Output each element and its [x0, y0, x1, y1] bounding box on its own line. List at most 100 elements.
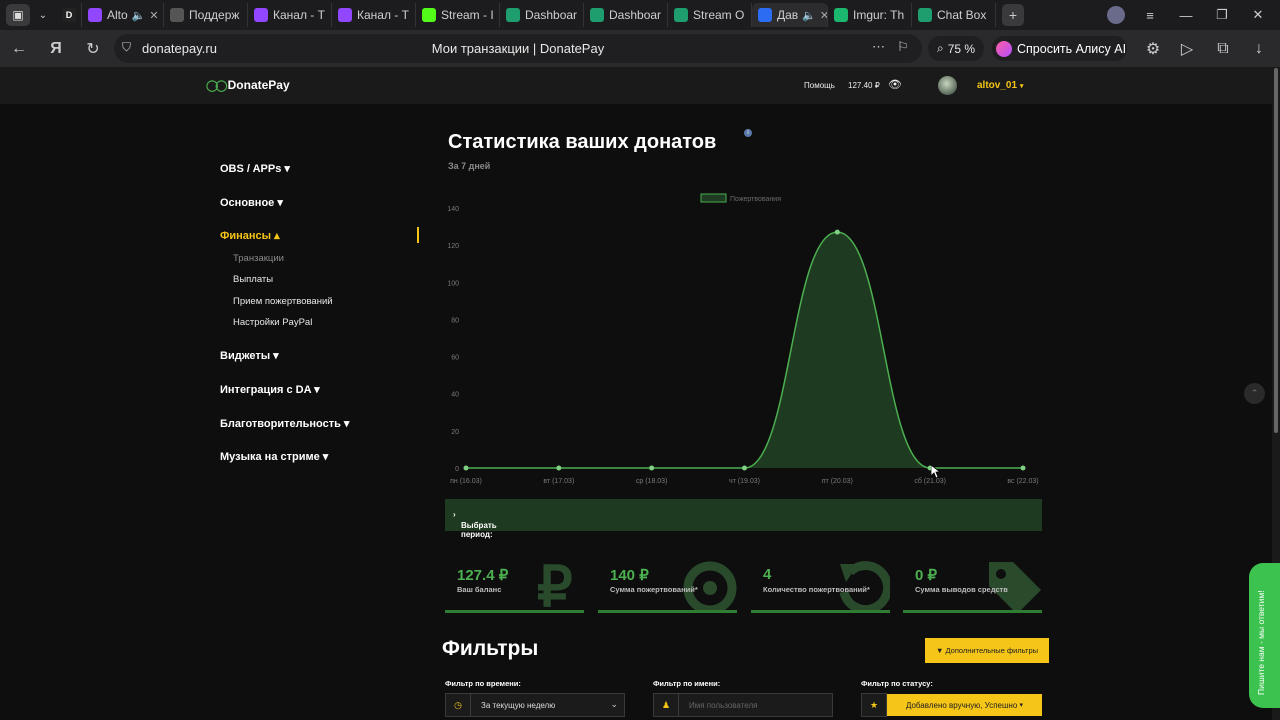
zoom-button[interactable]: ⌕ 75 %: [928, 36, 984, 61]
tab-label: Alto: [107, 8, 128, 22]
restore-icon[interactable]: ❐: [1216, 7, 1228, 22]
zoom-value: 75 %: [947, 41, 976, 56]
scroll-top-button[interactable]: ⌃: [1244, 383, 1265, 404]
yandex-icon[interactable]: Я: [50, 39, 62, 57]
sidebar-subitem-paypal[interactable]: Настройки PayPal: [233, 317, 313, 328]
data-point: [463, 465, 469, 471]
status-filter-select[interactable]: Добавлено вручную, Успешно ▾: [887, 694, 1042, 716]
tab-label: Поддерж: [189, 8, 240, 22]
twitch-icon: [338, 8, 352, 22]
tab-list-chevron-icon[interactable]: ⌄: [38, 9, 48, 21]
y-tick-label: 80: [451, 317, 459, 324]
zoom-search-icon: ⌕: [936, 41, 944, 55]
alice-button[interactable]: Спросить Алису AI: [992, 36, 1127, 61]
data-point: [1020, 465, 1026, 471]
sidebar-item-music[interactable]: Музыка на стриме ▾: [220, 451, 329, 463]
back-icon[interactable]: ←: [11, 39, 27, 57]
tab-title-text: Мои транзакции | DonatePay: [431, 41, 605, 56]
scrollbar-thumb[interactable]: [1274, 68, 1278, 433]
sidebar-subitem-payouts[interactable]: Выплаты: [233, 274, 274, 285]
username-dropdown[interactable]: altov_01 ▾: [977, 80, 1023, 91]
browser-tab[interactable]: Stream - I: [416, 3, 500, 27]
tab-close-icon[interactable]: ✕: [820, 9, 827, 22]
downloads-icon[interactable]: ↓: [1255, 40, 1263, 57]
balance-value: 127.4 ₽: [457, 567, 509, 584]
close-window-icon[interactable]: ✕: [1252, 7, 1264, 22]
kick-icon: [422, 8, 436, 22]
name-filter-input[interactable]: ♟ Имя пользователя: [653, 693, 833, 717]
y-tick-label: 60: [451, 355, 459, 362]
donatepay-icon: [758, 8, 772, 22]
reload-icon[interactable]: ↻: [86, 40, 100, 58]
period-selector[interactable]: › Выбрать период:: [445, 499, 1042, 539]
extensions-icon[interactable]: ⚙: [1145, 41, 1161, 58]
x-tick-label: вт (17.03): [543, 478, 574, 485]
donations-chart: 0 20 40 60 80 100 120 140 пн (16.03) вт (17.03) ср…: [447, 193, 1039, 485]
x-tick-label: пт (20.03): [822, 478, 853, 485]
browser-tab[interactable]: Dashboar: [500, 3, 584, 27]
browser-tab[interactable]: D: [56, 3, 82, 27]
sidebar-item-da-integration[interactable]: Интеграция с DA ▾: [220, 384, 320, 396]
eye-icon[interactable]: 👁: [888, 79, 902, 91]
chat-widget[interactable]: Пишите нам - мы ответим!: [1249, 563, 1280, 708]
series-area: [466, 232, 1023, 468]
browser-tab[interactable]: Chat Box: [912, 3, 996, 27]
time-filter-select[interactable]: ◷ За текущую неделю ⌄: [445, 693, 625, 717]
more-filters-button[interactable]: ▼ Дополнительные фильтры: [925, 638, 1049, 663]
tab-favicon-icon: D: [62, 8, 76, 22]
sidebar-toggle-icon[interactable]: ▣: [6, 4, 30, 26]
alice-label: Спросить Алису AI: [1017, 41, 1127, 56]
name-filter-label: Фильтр по имени:: [653, 679, 721, 688]
media-icon[interactable]: ▷: [1180, 41, 1194, 58]
sidebar-subitem-donations[interactable]: Прием пожертвований: [233, 296, 333, 307]
sidebar-item-charity[interactable]: Благотворительность ▾: [220, 418, 350, 430]
sidebar-item-widgets[interactable]: Виджеты ▾: [220, 350, 279, 362]
sidebar-item-main[interactable]: Основное ▾: [220, 197, 283, 209]
data-point: [834, 229, 840, 235]
bookmark-icon[interactable]: ⚐: [897, 39, 909, 54]
y-tick-label: 100: [447, 280, 459, 287]
x-tick-label: ср (18.03): [636, 478, 668, 485]
browser-tab[interactable]: Канал - Т: [248, 3, 332, 27]
username-text: altov_01: [977, 80, 1018, 91]
data-point: [649, 465, 655, 471]
sidebar-subitem-transactions[interactable]: Транзакции: [233, 253, 284, 264]
tab-audio-icon[interactable]: 🔈: [802, 9, 816, 22]
site-info-icon[interactable]: ⛉: [122, 40, 132, 54]
browser-tab[interactable]: Stream O: [668, 3, 752, 27]
x-tick-label: пн (16.03): [450, 478, 482, 485]
new-tab-button[interactable]: +: [1002, 4, 1024, 26]
browser-tab[interactable]: Dashboar: [584, 3, 668, 27]
y-tick-label: 140: [447, 206, 459, 213]
period-label-text: Выбрать период:: [461, 521, 497, 539]
profile-icon[interactable]: [1098, 0, 1134, 30]
browser-tab[interactable]: Дав🔈 ✕: [752, 3, 828, 27]
alice-icon: [996, 40, 1012, 57]
tab-label: Stream O: [693, 8, 745, 22]
menu-icon[interactable]: ≡: [1146, 7, 1154, 23]
url-field[interactable]: ⛉ donatepay.ru Мои транзакции | DonatePa…: [114, 34, 922, 63]
logo[interactable]: ◯◯ DonatePay: [206, 78, 290, 92]
avatar[interactable]: [938, 76, 957, 95]
sidebar-item-finance[interactable]: Финансы ▴: [220, 230, 280, 242]
browser-tab[interactable]: Alto 🔈 ✕: [82, 3, 164, 27]
clock-icon: ◷: [446, 694, 471, 716]
minimize-icon[interactable]: —: [1179, 7, 1193, 23]
tab-audio-icon[interactable]: 🔈: [131, 9, 146, 22]
info-icon[interactable]: i: [744, 129, 752, 137]
tab-label: Дав: [777, 8, 799, 22]
more-icon[interactable]: ⋯: [872, 39, 885, 54]
time-filter-value: За текущую неделю: [481, 700, 556, 710]
browser-tab[interactable]: Поддерж: [164, 3, 248, 27]
image-icon: [170, 8, 184, 22]
collections-icon[interactable]: ⧉: [1217, 40, 1229, 57]
streamlabs-icon: [918, 8, 932, 22]
donation-count-label: Количество пожертвований*: [763, 585, 870, 594]
browser-tab[interactable]: Канал - Т: [332, 3, 416, 27]
tab-close-icon[interactable]: ✕: [149, 9, 159, 22]
help-link[interactable]: Помощь: [804, 81, 835, 90]
browser-tab[interactable]: Imgur: Th: [828, 3, 912, 27]
tab-label: Dashboar: [609, 8, 662, 22]
imgur-icon: [834, 8, 848, 22]
sidebar-item-obs[interactable]: OBS / APPs ▾: [220, 163, 290, 175]
